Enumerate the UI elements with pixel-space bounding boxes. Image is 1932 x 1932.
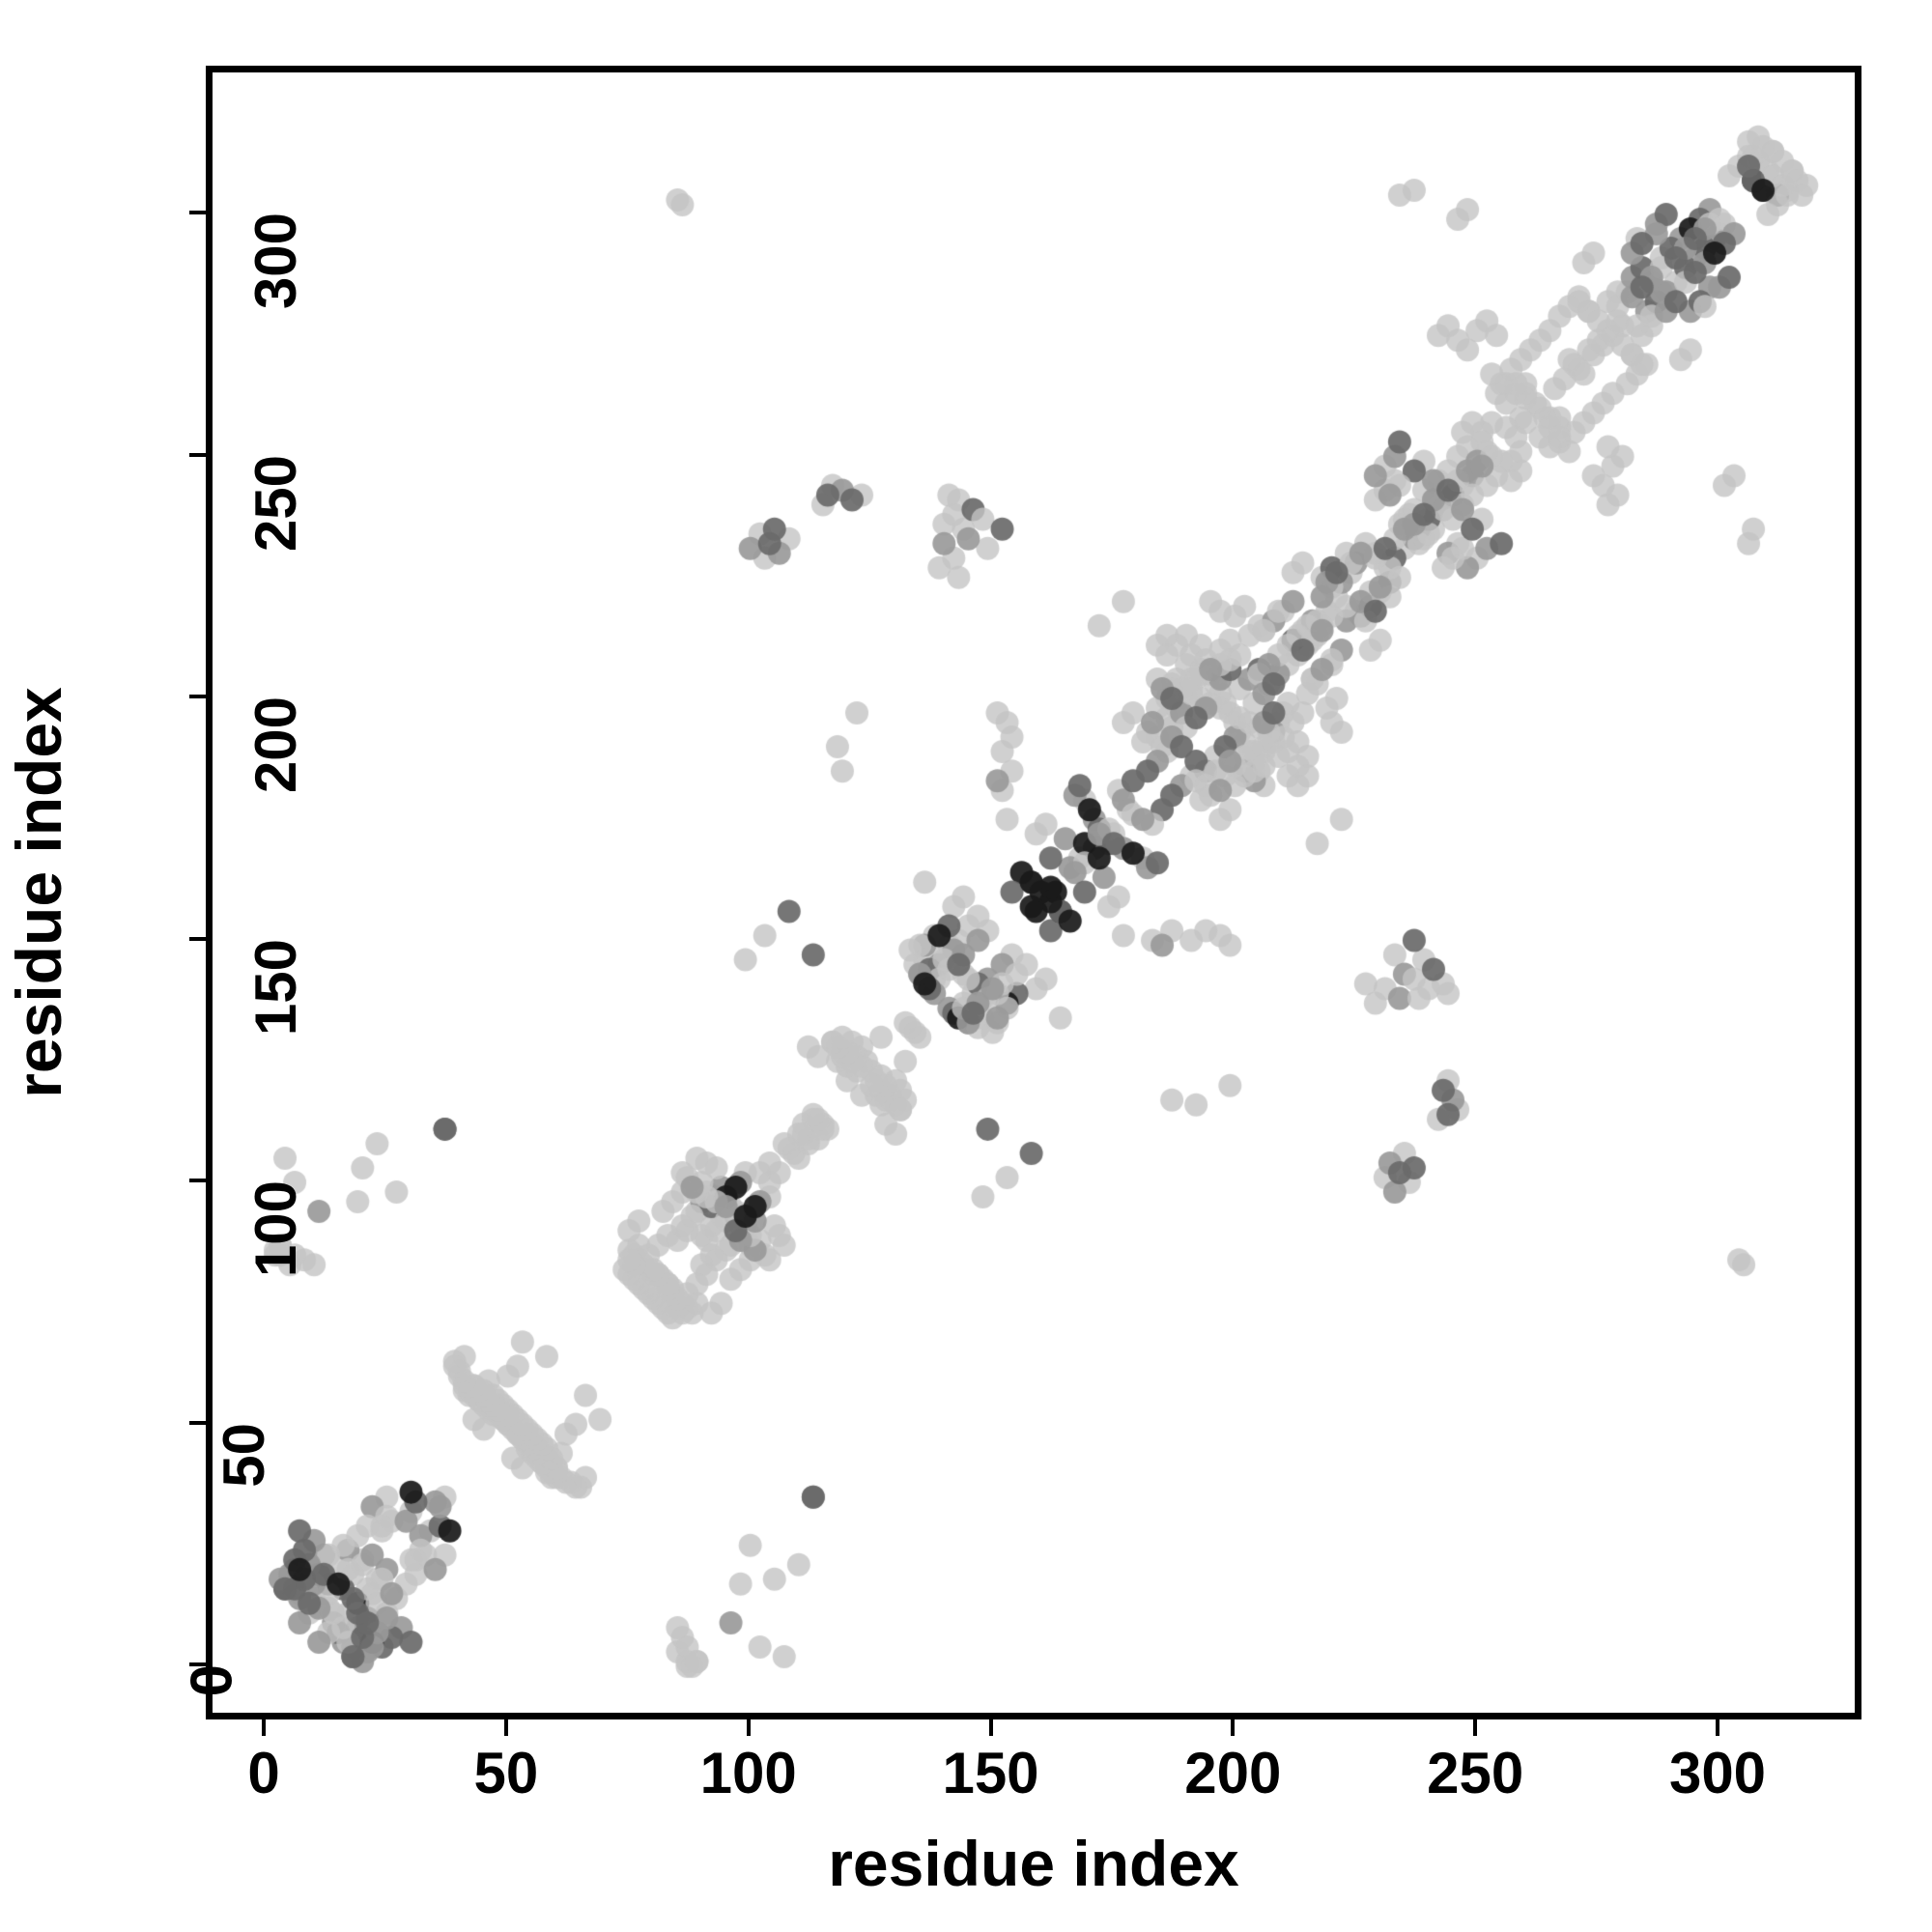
- x-tick-300: [1716, 1719, 1719, 1736]
- y-tick-250: [189, 452, 206, 457]
- y-tick-label-100: 100: [243, 1180, 309, 1278]
- y-tick-label-50: 50: [211, 1422, 276, 1488]
- plot-area: [206, 66, 1861, 1719]
- x-tick-label-250: 250: [1427, 1741, 1524, 1805]
- y-tick-200: [189, 695, 206, 698]
- y-tick-50: [189, 1420, 206, 1425]
- y-tick-label-250: 250: [243, 454, 309, 552]
- x-tick-250: [1473, 1719, 1478, 1736]
- x-tick-label-100: 100: [699, 1741, 797, 1805]
- x-tick-0: [262, 1719, 266, 1736]
- y-tick-300: [189, 211, 206, 214]
- x-tick-label-300: 300: [1668, 1741, 1767, 1805]
- y-tick-150: [189, 936, 206, 941]
- scatter-canvas: [213, 72, 1855, 1713]
- y-tick-label-0: 0: [179, 1664, 244, 1697]
- y-tick-label-300: 300: [243, 213, 309, 310]
- y-tick-100: [189, 1179, 206, 1182]
- x-axis-title: residue index: [828, 1828, 1239, 1899]
- x-tick-label-50: 50: [473, 1741, 539, 1805]
- x-tick-label-150: 150: [942, 1741, 1039, 1805]
- y-tick-0: [189, 1662, 206, 1666]
- x-tick-label-0: 0: [247, 1741, 280, 1805]
- y-tick-label-200: 200: [243, 696, 309, 794]
- y-axis-title-text: residue index: [3, 687, 74, 1098]
- y-tick-label-150: 150: [243, 938, 309, 1036]
- x-tick-100: [746, 1719, 751, 1736]
- x-tick-50: [503, 1719, 508, 1736]
- y-axis-title: residue index: [0, 66, 77, 1719]
- x-tick-label-200: 200: [1184, 1741, 1282, 1805]
- x-tick-150: [988, 1719, 993, 1736]
- x-tick-200: [1231, 1719, 1236, 1736]
